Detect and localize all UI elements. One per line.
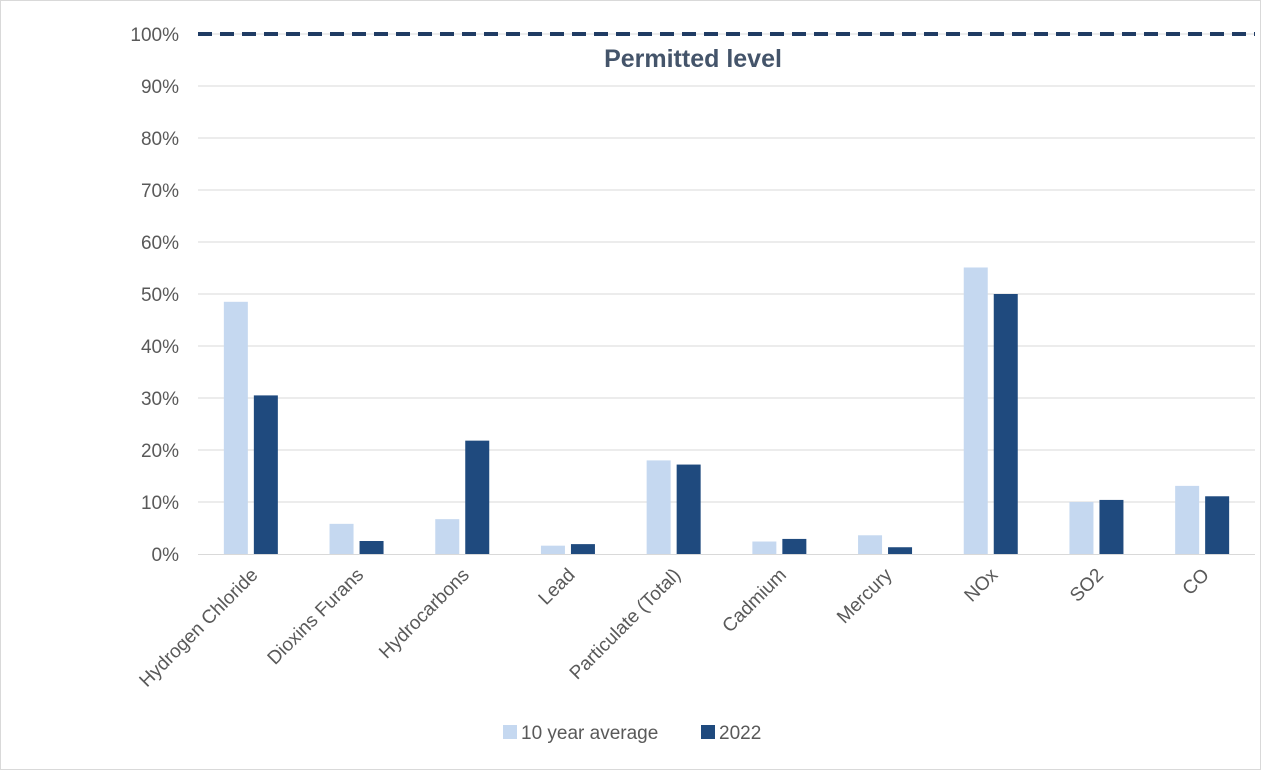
bar-mercury-10-year-average [858, 535, 883, 554]
bar-nox-10-year-average [963, 267, 988, 554]
bar-co-10-year-average [1175, 485, 1200, 554]
y-tick-label: 0% [152, 545, 180, 566]
bar-particulate-total-10-year-average [646, 460, 671, 554]
x-tick-label-nox: NOx [961, 564, 1003, 606]
permitted-level-reference: Permitted level [198, 32, 1255, 73]
x-tick-label-particulate-total: Particulate (Total) [566, 565, 685, 684]
bar-particulate-total-2022 [676, 464, 701, 554]
bar-dioxins-furans-10-year-average [329, 523, 354, 554]
y-tick-label: 40% [141, 337, 179, 358]
bars [223, 267, 1230, 554]
bar-cadmium-2022 [782, 538, 807, 554]
y-tick-label: 100% [130, 25, 179, 46]
legend-swatch-2022 [701, 725, 715, 739]
x-tick-label-lead: Lead [535, 565, 580, 610]
bar-hydrogen-chloride-2022 [253, 395, 278, 554]
x-tick-label-co: CO [1179, 565, 1214, 600]
bar-mercury-2022 [888, 547, 913, 554]
bar-lead-2022 [570, 544, 595, 554]
gridlines [198, 33, 1255, 503]
bar-so2-2022 [1099, 499, 1124, 554]
x-tick-label-hydrocarbons: Hydrocarbons [375, 565, 473, 663]
y-tick-label: 30% [141, 389, 179, 410]
x-axis-tick-labels: Hydrogen Chloride Dioxins Furans Hydrocarb… [136, 564, 1214, 691]
permitted-level-label: Permitted level [604, 45, 782, 73]
legend-label-2022: 2022 [719, 723, 761, 744]
x-tick-label-dioxins-furans: Dioxins Furans [264, 565, 368, 669]
bar-hydrogen-chloride-10-year-average [223, 301, 248, 554]
x-tick-label-cadmium: Cadmium [719, 565, 791, 637]
bar-lead-10-year-average [540, 545, 565, 554]
y-tick-label: 60% [141, 233, 179, 254]
legend-label-10-year-average: 10 year average [521, 723, 658, 744]
y-tick-label: 10% [141, 493, 179, 514]
y-tick-label: 50% [141, 285, 179, 306]
bar-hydrocarbons-10-year-average [435, 519, 460, 554]
bar-dioxins-furans-2022 [359, 541, 384, 554]
y-tick-label: 70% [141, 181, 179, 202]
bar-nox-2022 [993, 294, 1018, 554]
x-tick-label-hydrogen-chloride: Hydrogen Chloride [136, 565, 263, 692]
y-tick-label: 90% [141, 77, 179, 98]
bar-cadmium-10-year-average [752, 541, 777, 554]
y-tick-label: 80% [141, 129, 179, 150]
y-axis-tick-labels: 0% 10% 20% 30% 40% 50% 60% 70% 80% 90% 100% [130, 25, 179, 566]
bar-co-2022 [1205, 496, 1230, 554]
legend-swatch-10-year-average [503, 725, 517, 739]
bar-hydrocarbons-2022 [465, 440, 490, 554]
legend: 10 year average 2022 [503, 723, 761, 744]
bar-so2-10-year-average [1069, 502, 1094, 554]
x-tick-label-mercury: Mercury [833, 564, 897, 628]
y-tick-label: 20% [141, 441, 179, 462]
x-tick-label-so2: SO2 [1066, 565, 1108, 607]
